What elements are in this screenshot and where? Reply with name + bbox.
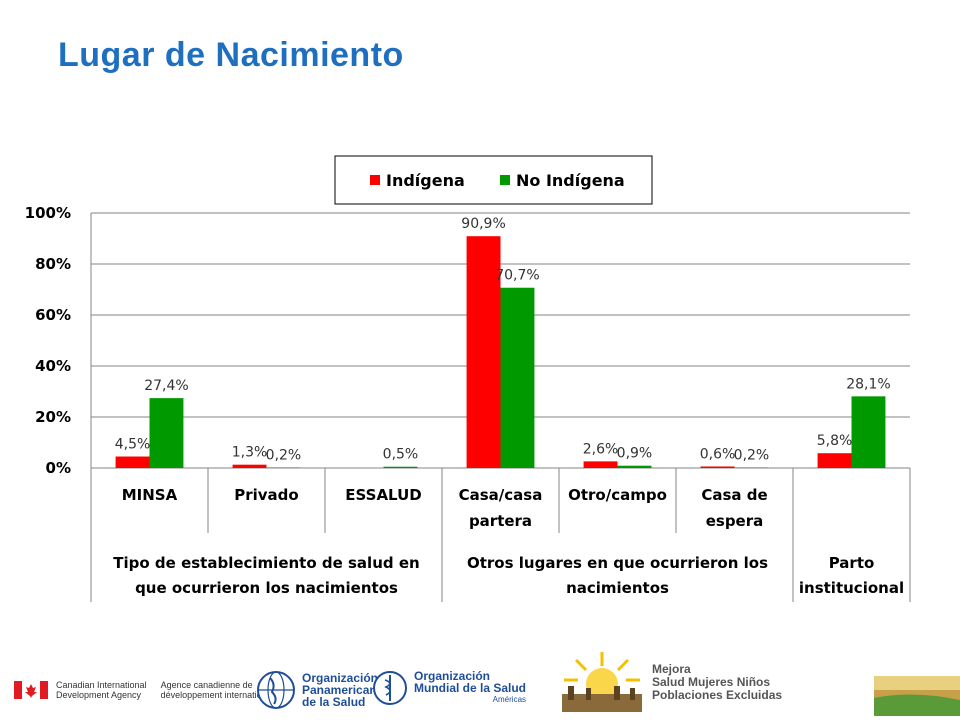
who-line2: Mundial de la Salud [414, 681, 527, 695]
bar [817, 453, 852, 468]
x-tick-label: espera [706, 512, 764, 530]
legend-label: Indígena [386, 171, 465, 190]
group-label: institucional [799, 579, 904, 597]
group-label: que ocurrieron los nacimientos [135, 579, 398, 597]
bar [266, 467, 301, 468]
data-label: 0,2% [734, 447, 770, 463]
data-label: 0,5% [383, 447, 419, 463]
x-tick-label: Casa de [701, 486, 767, 504]
bar [700, 466, 735, 468]
paho-logo: Organización Panamericana de la Salud [256, 670, 383, 710]
x-tick-label: partera [469, 512, 532, 530]
data-label: 0,9% [617, 446, 653, 462]
data-label: 28,1% [846, 376, 890, 392]
legend-swatch [500, 175, 510, 185]
legend-label: No Indígena [516, 171, 625, 190]
x-tick-label: MINSA [122, 486, 178, 504]
y-tick-label: 80% [35, 255, 71, 273]
x-tick-label: Otro/campo [568, 486, 667, 504]
mejora-line3: Poblaciones Excluidas [652, 687, 783, 702]
paho-line3: de la Salud [302, 695, 366, 709]
y-tick-label: 20% [35, 408, 71, 426]
mejora-logo: Mejora Salud Mujeres Niños Poblaciones E… [556, 646, 782, 718]
bar [583, 461, 618, 468]
y-tick-label: 60% [35, 306, 71, 324]
data-label: 5,8% [817, 433, 853, 449]
canada-flag-icon [14, 681, 48, 699]
bar [734, 467, 769, 468]
acdi-line1: Agence canadienne de [160, 680, 253, 690]
bar [149, 398, 184, 468]
bar-chart: 0% 20% 40% 60% 80% 100% 4,5% 1,3% 90,9% 2,6% 0,6% 5… [25, 155, 911, 602]
landscape-thumbnail [874, 676, 960, 716]
x-tick-label: Privado [234, 486, 298, 504]
acdi-line2: développement international [160, 690, 274, 700]
data-label: 0,2% [266, 447, 302, 463]
group-label: Parto [829, 554, 875, 572]
data-label: 4,5% [115, 437, 151, 453]
globe-icon [257, 671, 295, 709]
bar [851, 396, 886, 468]
who-line3: Américas [492, 695, 527, 704]
bar [500, 287, 535, 468]
mejora-line2: Salud Mujeres Niños [652, 674, 771, 689]
mejora-line1: Mejora [652, 661, 691, 676]
y-tick-label: 40% [35, 357, 71, 375]
group-label: nacimientos [566, 579, 669, 597]
data-label: 70,7% [495, 268, 539, 284]
bar [617, 465, 652, 468]
y-tick-label: 0% [46, 459, 71, 477]
page-title: Lugar de Nacimiento [58, 36, 404, 74]
cida-line1: Canadian International [56, 680, 147, 690]
x-tick-label: Casa/casa [459, 486, 543, 504]
bar [115, 456, 150, 468]
who-logo: Organización Mundial de la Salud América… [372, 670, 526, 706]
data-label: 2,6% [583, 441, 619, 457]
data-label: 27,4% [144, 378, 188, 394]
paho-line2: Panamericana [302, 683, 384, 697]
legend-box [334, 155, 653, 205]
data-label: 0,6% [700, 446, 736, 462]
cida-logo: Canadian International Development Agenc… [14, 680, 274, 700]
bar [232, 464, 267, 468]
y-tick-label: 100% [25, 204, 71, 222]
who-emblem-icon [373, 671, 407, 705]
sun-community-icon [562, 652, 642, 712]
bar [383, 466, 418, 468]
who-line1: Organización [414, 669, 491, 683]
group-label: Tipo de establecimiento de salud en [113, 554, 419, 572]
data-label: 90,9% [461, 216, 505, 232]
legend-swatch [370, 175, 380, 185]
data-label: 1,3% [232, 445, 268, 461]
footer-logos: Canadian International Development Agenc… [0, 640, 960, 720]
paho-line1: Organización [302, 671, 379, 685]
x-tick-label: ESSALUD [345, 486, 421, 504]
bar [466, 236, 501, 468]
cida-line2: Development Agency [56, 690, 142, 700]
group-label: Otros lugares en que ocurrieron los [467, 554, 768, 572]
